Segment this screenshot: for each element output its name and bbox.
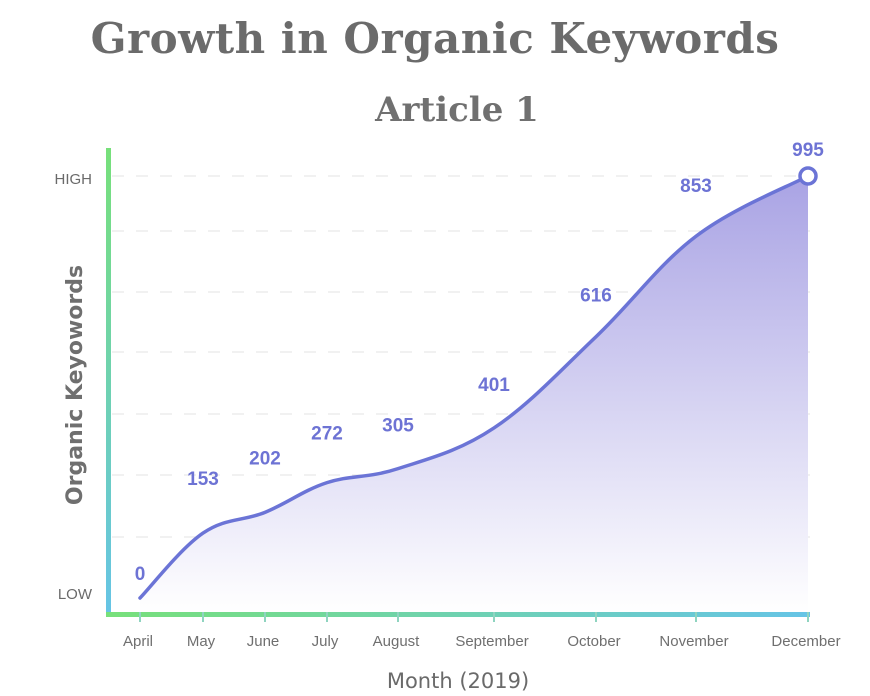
- x-tick-label: November: [659, 633, 728, 650]
- data-label: 401: [478, 375, 510, 396]
- area-fill: [140, 176, 808, 612]
- data-label: 995: [792, 140, 824, 161]
- x-axis-title: Month (2019): [387, 669, 529, 693]
- y-axis-title: Organic Keyowords: [63, 265, 88, 505]
- chart-title: Growth in Organic Keywords: [90, 14, 780, 63]
- x-tick-marks: [139, 612, 809, 622]
- x-tick-label: December: [771, 633, 840, 650]
- data-label: 0: [135, 564, 146, 585]
- x-tick-label: July: [312, 633, 339, 650]
- data-label: 202: [249, 448, 281, 469]
- x-tick-label: April: [123, 633, 153, 650]
- x-tick-label: June: [247, 633, 280, 650]
- y-axis: [106, 148, 111, 615]
- data-label: 853: [680, 176, 712, 197]
- x-tick-labels: April May June July August September October No…: [123, 633, 841, 650]
- data-label: 305: [382, 416, 414, 437]
- x-axis: [106, 612, 810, 617]
- series-line: [138, 174, 810, 600]
- endpoint-marker: [798, 166, 818, 186]
- y-low-label: LOW: [58, 586, 93, 603]
- data-label: 616: [580, 286, 612, 307]
- x-tick-label: September: [455, 633, 528, 650]
- x-tick-label: August: [373, 633, 421, 650]
- data-labels: 0 153 202 272 305 401 616 853 995: [135, 140, 825, 585]
- x-tick-label: May: [187, 633, 216, 650]
- x-tick-label: October: [567, 633, 620, 650]
- chart-subtitle: Article 1: [375, 90, 539, 130]
- y-high-label: HIGH: [55, 171, 93, 188]
- data-label: 153: [187, 469, 219, 490]
- data-label: 272: [311, 424, 343, 445]
